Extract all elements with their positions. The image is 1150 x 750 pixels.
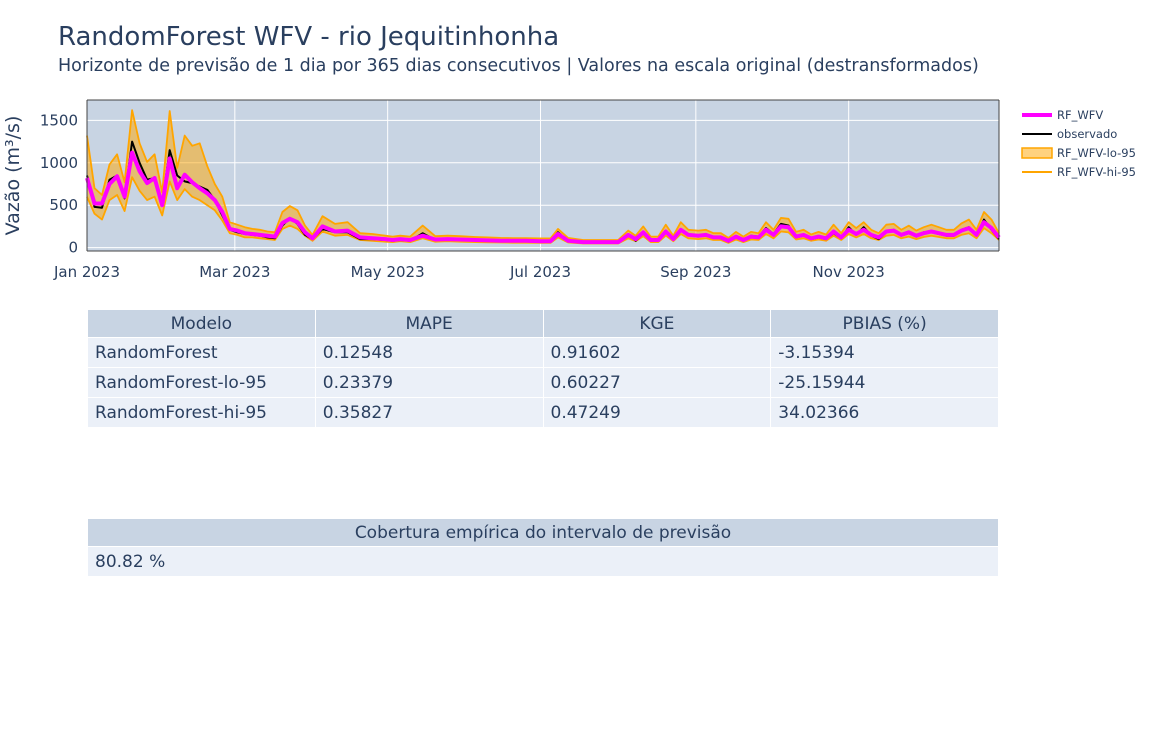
- y-tick-label: 500: [49, 196, 78, 214]
- legend-rf-wfv-lo-95: RF_WFV-lo-95: [1021, 146, 1136, 160]
- cell-modelo: RandomForest: [87, 337, 316, 368]
- legend-rf-wfv-hi-95: RF_WFV-hi-95: [1022, 165, 1136, 179]
- cell-modelo: RandomForest-hi-95: [87, 397, 316, 428]
- time-series-chart: 0 500 1000 1500 Jan 2023 Mar 2023 May 2023 Jul …: [2, 99, 1136, 281]
- x-tick-label: May 2023: [351, 263, 425, 281]
- prediction-interval-band: [87, 110, 999, 244]
- header-mape: MAPE: [314, 309, 544, 338]
- series-rf-wfv-hi-95-line: [86, 109, 1000, 241]
- y-tick-label: 0: [68, 239, 78, 257]
- x-tick-label: Jan 2023: [53, 263, 120, 281]
- table-row: 80.82 %: [87, 546, 999, 577]
- coverage-header-row: Cobertura empírica do intervalo de previ…: [87, 518, 999, 547]
- table-row: RandomForest 0.12548 0.91602 -3.15394: [87, 337, 999, 368]
- header-pbias: PBIAS (%): [770, 309, 999, 338]
- header-kge: KGE: [542, 309, 772, 338]
- cell-pbias: -3.15394: [770, 337, 999, 368]
- cell-mape: 0.12548: [314, 337, 544, 368]
- x-tick-label: Jul 2023: [509, 263, 571, 281]
- x-tick-label: Sep 2023: [660, 263, 731, 281]
- metrics-table: Modelo MAPE KGE PBIAS (%) RandomForest 0…: [87, 309, 999, 428]
- cell-pbias: -25.15944: [770, 367, 999, 398]
- cell-kge: 0.47249: [542, 397, 772, 428]
- coverage-header: Cobertura empírica do intervalo de previ…: [87, 518, 999, 547]
- cell-modelo: RandomForest-lo-95: [87, 367, 316, 398]
- coverage-table: Cobertura empírica do intervalo de previ…: [87, 518, 999, 577]
- cell-mape: 0.23379: [314, 367, 544, 398]
- legend-swatch: [1021, 147, 1053, 159]
- legend-label: observado: [1057, 127, 1117, 141]
- cell-kge: 0.91602: [542, 337, 772, 368]
- legend-rf-wfv: RF_WFV: [1022, 108, 1103, 122]
- header-modelo: Modelo: [87, 309, 316, 338]
- y-axis-label: Vazão (m³/s): [2, 116, 24, 236]
- chart-title: RandomForest WFV - rio Jequitinhonha: [58, 22, 560, 52]
- chart-subtitle: Horizonte de previsão de 1 dia por 365 d…: [58, 56, 979, 76]
- cell-pbias: 34.02366: [770, 397, 999, 428]
- metrics-header-row: Modelo MAPE KGE PBIAS (%): [87, 309, 999, 338]
- legend-observado: observado: [1022, 127, 1117, 141]
- cell-mape: 0.35827: [314, 397, 544, 428]
- series-rf-wfv-line: [85, 150, 1001, 245]
- legend-label: RF_WFV-hi-95: [1057, 165, 1136, 179]
- table-row: RandomForest-hi-95 0.35827 0.47249 34.02…: [87, 397, 999, 428]
- table-row: RandomForest-lo-95 0.23379 0.60227 -25.1…: [87, 367, 999, 398]
- y-tick-label: 1500: [40, 111, 78, 129]
- legend-label: RF_WFV-lo-95: [1057, 146, 1136, 160]
- x-tick-label: Mar 2023: [199, 263, 270, 281]
- legend-label: RF_WFV: [1057, 108, 1103, 122]
- coverage-value: 80.82 %: [87, 546, 999, 577]
- x-tick-label: Nov 2023: [813, 263, 885, 281]
- y-tick-label: 1000: [40, 154, 78, 172]
- cell-kge: 0.60227: [542, 367, 772, 398]
